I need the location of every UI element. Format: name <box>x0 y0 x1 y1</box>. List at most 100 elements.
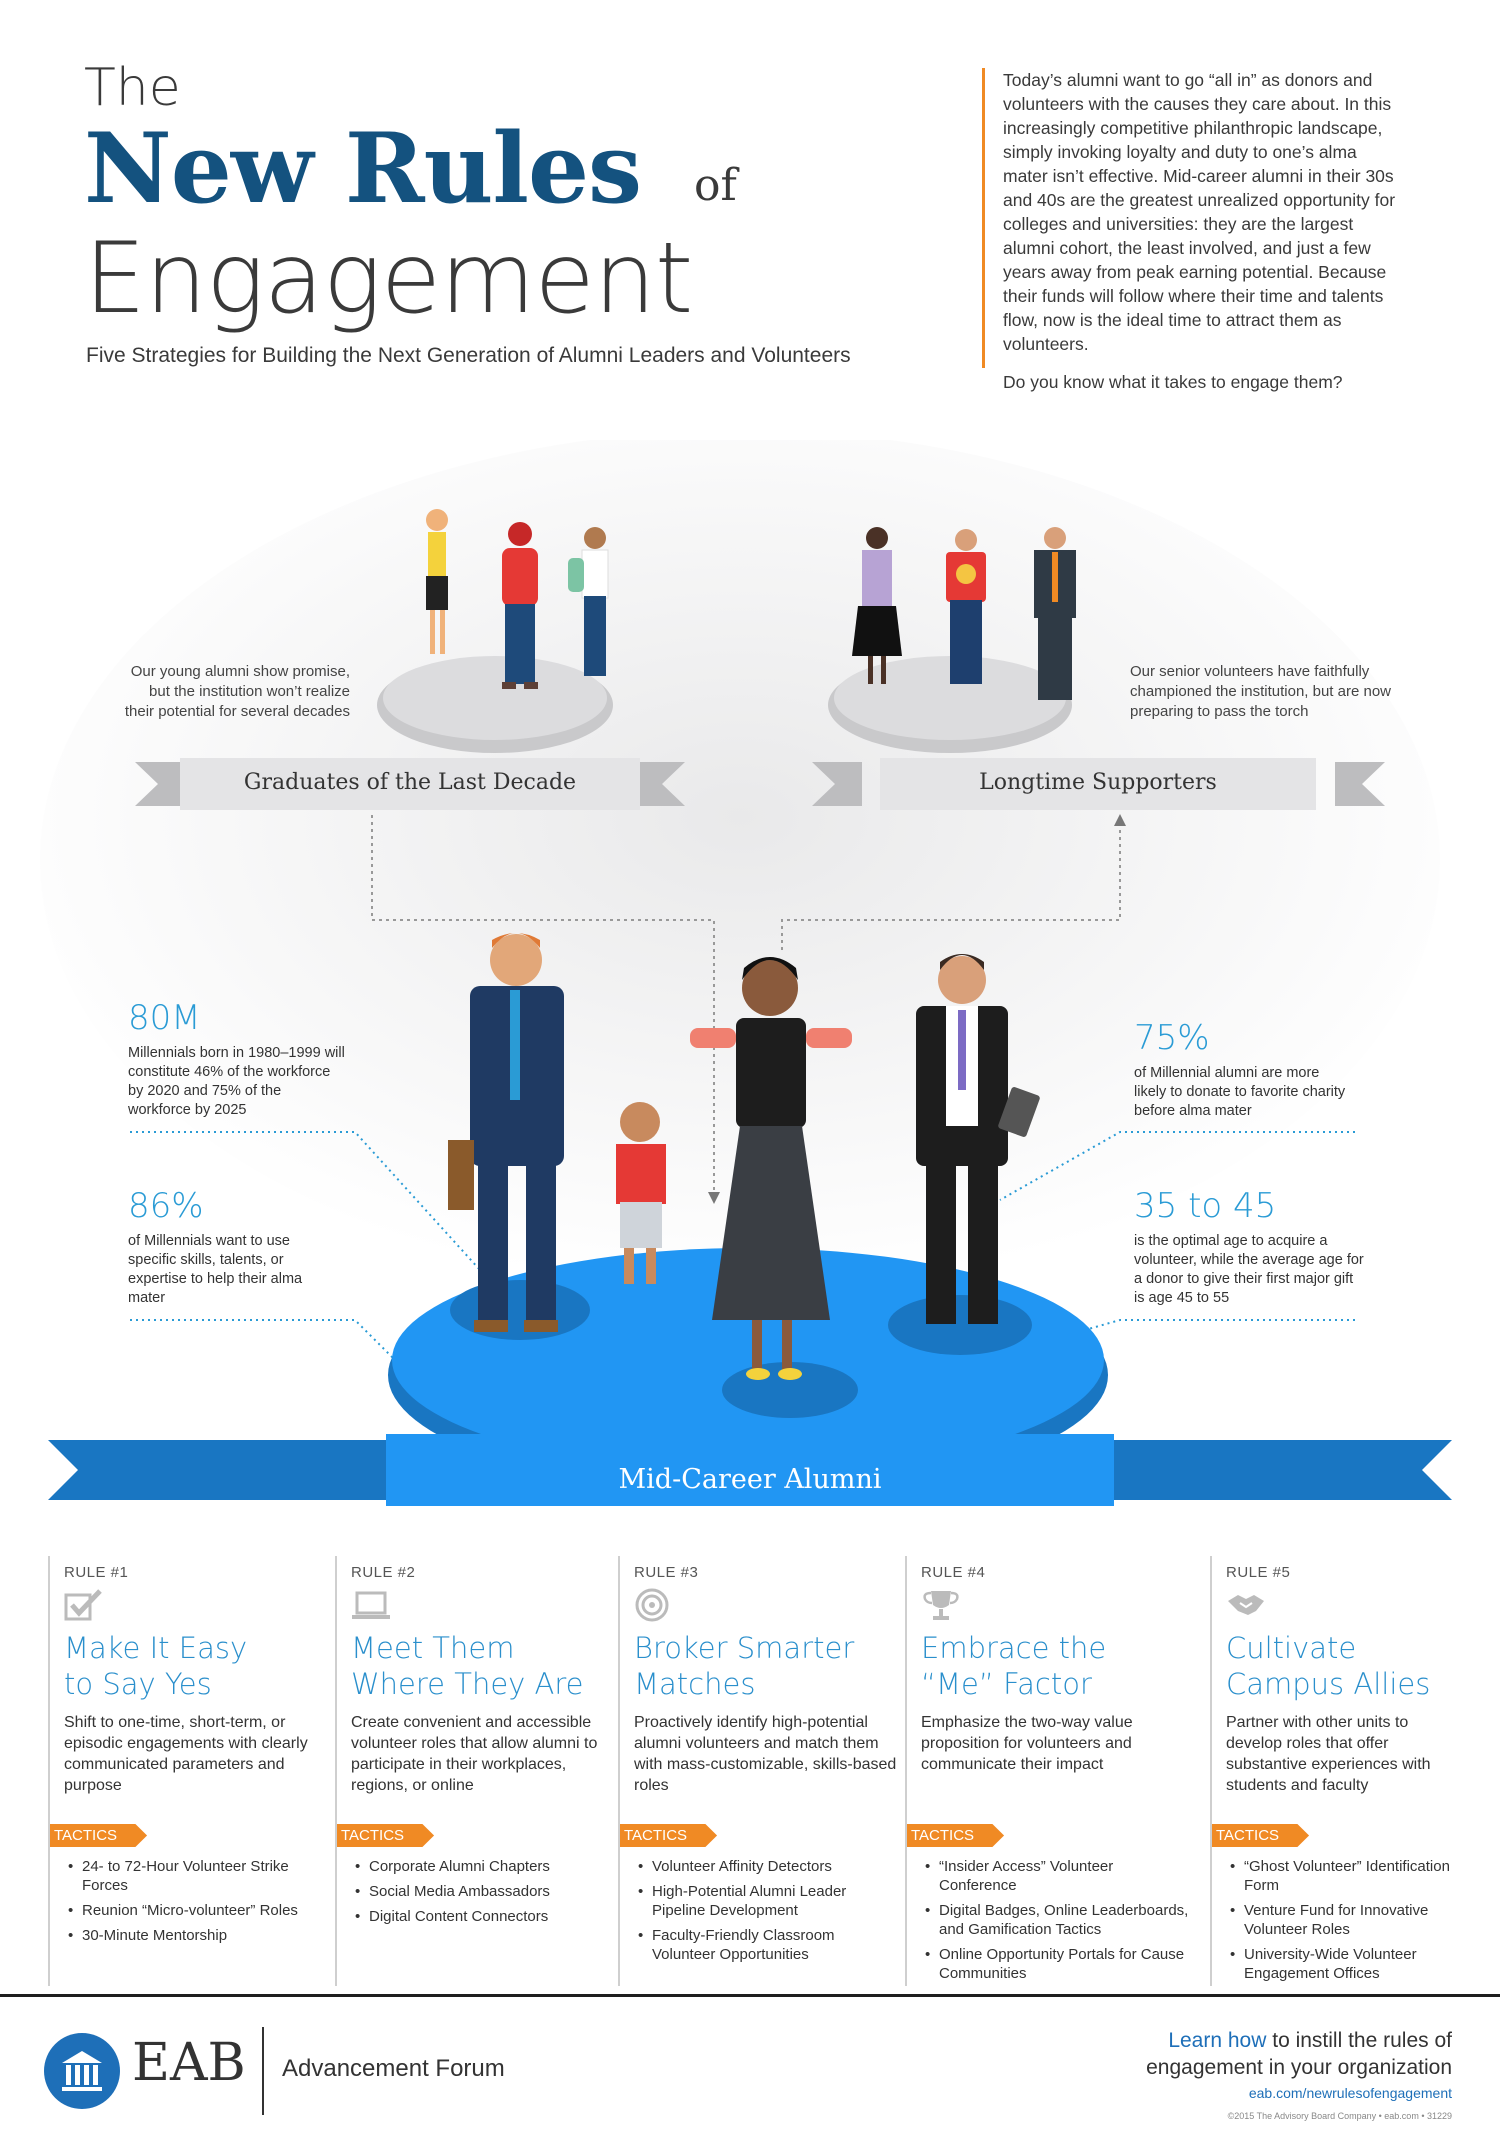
mid-woman-phone-figure <box>690 957 852 1380</box>
stat-80m-value: 80M <box>128 998 201 1038</box>
tactics-list: Volunteer Affinity Detectors High-Potent… <box>634 1857 902 1964</box>
tactics-tag: TACTICS <box>1212 1824 1310 1847</box>
learn-how-link[interactable]: Learn how <box>1168 2029 1267 2052</box>
subtitle: Five Strategies for Building the Next Ge… <box>86 344 851 367</box>
mid-career-label: Mid-Career Alumni <box>618 1464 882 1495</box>
footer: EAB Advancement Forum Learn how to insti… <box>0 1994 1500 2143</box>
footer-divider <box>262 2027 264 2115</box>
tactic-item: Digital Content Connectors <box>351 1907 619 1926</box>
rule-description: Proactively identify high-potential alum… <box>634 1714 897 1794</box>
learn-how-text: Learn how to instill the rules of engage… <box>1146 2027 1452 2081</box>
tactic-item: Social Media Ambassadors <box>351 1882 619 1901</box>
tactics-list: 24- to 72-Hour Volunteer Strike Forces R… <box>64 1857 332 1945</box>
senior-woman-figure <box>852 527 902 684</box>
rule-title-line-1: Broker Smarter <box>634 1631 855 1665</box>
mid-ribbon <box>48 1434 1452 1506</box>
young-man-backpack-figure <box>568 527 609 676</box>
young-man-red-hoodie-figure <box>502 522 538 689</box>
tactic-item: Digital Badges, Online Leaderboards, and… <box>921 1901 1189 1939</box>
stat-35-45-value: 35 to 45 <box>1134 1186 1277 1226</box>
intro-question: Do you know what it takes to engage them… <box>1003 372 1343 392</box>
stat-86-value: 86% <box>128 1186 204 1226</box>
target-icon <box>635 1588 669 1622</box>
title-the: The <box>84 58 181 118</box>
background-glow <box>40 440 1440 1290</box>
rule-title-line-1: Meet Them <box>351 1631 515 1665</box>
tactic-item: Corporate Alumni Chapters <box>351 1857 619 1876</box>
rule-description: Partner with other units to develop role… <box>1226 1714 1431 1794</box>
leader-line-86 <box>130 1319 396 1361</box>
rule-5: RULE #5 Cultivate Campus Allies Partner w… <box>1210 1556 1452 1986</box>
rules-section: RULE #1 Make It Easy to Say Yes Shift to … <box>48 1556 1452 1986</box>
young-ribbon <box>135 758 685 810</box>
young-platform-top <box>383 656 607 740</box>
tactic-item: 30-Minute Mentorship <box>64 1926 332 1945</box>
leader-line-80m <box>130 1131 481 1271</box>
tactic-item: Online Opportunity Portals for Cause Com… <box>921 1945 1189 1983</box>
rule-number: RULE #3 <box>634 1564 699 1581</box>
senior-ribbon-label: Longtime Supporters <box>979 770 1217 795</box>
rule-number: RULE #2 <box>351 1564 416 1581</box>
rule-title: Cultivate Campus Allies <box>1226 1630 1452 1704</box>
title-of: of <box>694 160 737 211</box>
rule-title-line-2: Where They Are <box>351 1667 584 1701</box>
tactics-tag: TACTICS <box>620 1824 718 1847</box>
tactics-list: “Ghost Volunteer” Identification Form Ve… <box>1226 1857 1452 1983</box>
down-arrow-path <box>371 815 715 1200</box>
mid-man-briefcase-figure <box>448 933 564 1332</box>
tactic-item: 24- to 72-Hour Volunteer Strike Forces <box>64 1857 332 1895</box>
stat-35-45-text: is the optimal age to acquire a voluntee… <box>1134 1233 1364 1306</box>
tactic-item: Reunion “Micro-volunteer” Roles <box>64 1901 332 1920</box>
forum-name: Advancement Forum <box>282 2055 505 2082</box>
stat-86-text: of Millennials want to use specific skil… <box>128 1233 303 1306</box>
rule-1: RULE #1 Make It Easy to Say Yes Shift to … <box>48 1556 332 1986</box>
rule-number: RULE #1 <box>64 1564 129 1581</box>
rule-title-line-2: “Me” Factor <box>921 1667 1092 1701</box>
rule-description: Shift to one-time, short-term, or episod… <box>64 1714 308 1794</box>
learn-how-rest-1: to instill the rules of <box>1266 2029 1452 2052</box>
stat-80m-text: Millennials born in 1980–1999 will const… <box>128 1045 345 1118</box>
senior-man-sweater-figure <box>946 529 986 684</box>
tactics-tag: TACTICS <box>50 1824 148 1847</box>
child-figure <box>616 1102 666 1284</box>
stat-75-value: 75% <box>1134 1018 1210 1058</box>
mid-platform-spot-left <box>450 1280 590 1340</box>
rule-title-line-2: Campus Allies <box>1226 1667 1431 1701</box>
title-engagement: Engagement <box>84 222 693 336</box>
tactics-list: Corporate Alumni Chapters Social Media A… <box>351 1857 619 1926</box>
leader-line-75 <box>999 1131 1355 1201</box>
check-icon <box>64 1589 102 1621</box>
header: The New Rules of Engagement Five Strateg… <box>0 0 1500 400</box>
rule-title-line-2: Matches <box>634 1667 756 1701</box>
rule-description: Create convenient and accessible volunte… <box>351 1714 598 1794</box>
young-ribbon-label: Graduates of the Last Decade <box>243 770 577 795</box>
senior-platform-top <box>834 656 1066 740</box>
young-woman-figure <box>426 509 448 654</box>
up-arrow-path <box>781 820 1121 950</box>
tactic-item: High-Potential Alumni Leader Pipeline De… <box>634 1882 902 1920</box>
handshake-icon <box>1228 1595 1264 1615</box>
rule-2: RULE #2 Meet Them Where They Are Create c… <box>335 1556 619 1986</box>
tactics-list: “Insider Access” Volunteer Conference Di… <box>921 1857 1189 1983</box>
rule-title: Meet Them Where They Are <box>351 1630 619 1704</box>
senior-ribbon <box>812 758 1385 810</box>
intro-text-block: Today’s alumni want to go “all in” as do… <box>982 68 1400 392</box>
eab-wordmark: EAB <box>132 2033 246 2093</box>
tactic-item: Venture Fund for Innovative Volunteer Ro… <box>1226 1901 1452 1939</box>
tactics-tag: TACTICS <box>907 1824 1005 1847</box>
rule-3: RULE #3 Broker Smarter Matches Proactivel… <box>618 1556 902 1986</box>
tactic-item: Volunteer Affinity Detectors <box>634 1857 902 1876</box>
laptop-icon <box>352 1591 390 1619</box>
rule-title: Make It Easy to Say Yes <box>64 1630 332 1704</box>
intro-paragraph: Today’s alumni want to go “all in” as do… <box>1003 70 1396 354</box>
title-new-rules: New Rules <box>84 112 642 225</box>
rule-number: RULE #5 <box>1226 1564 1291 1581</box>
stat-75-text: of Millennial alumni are more likely to … <box>1134 1065 1346 1119</box>
illustration-svg <box>40 440 1452 1506</box>
senior-man-suit-figure <box>1034 527 1076 700</box>
tactic-item: Faculty-Friendly Classroom Volunteer Opp… <box>634 1926 902 1964</box>
illustration-stage: Our young alumni show promise, but the i… <box>0 440 1500 1530</box>
footer-url-link[interactable]: eab.com/newrulesofengagement <box>1248 2085 1452 2101</box>
tactic-item: “Insider Access” Volunteer Conference <box>921 1857 1189 1895</box>
senior-volunteers-note: Our senior volunteers have faithfully ch… <box>1130 663 1391 720</box>
